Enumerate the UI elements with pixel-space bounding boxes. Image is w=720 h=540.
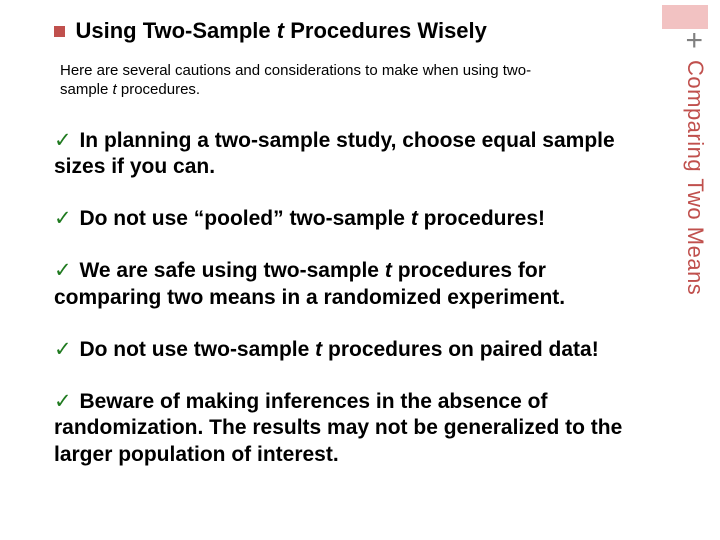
check-icon: ✓ [54,390,72,413]
title-bullet-icon [54,26,65,37]
point-4: ✓ Do not use two-sample t procedures on … [54,337,636,363]
title-row: Using Two-Sample t Procedures Wisely [54,18,636,44]
slide: + Comparing Two Means Using Two-Sample t… [0,0,720,540]
plus-icon: + [685,24,703,58]
point-5: ✓ Beware of making inferences in the abs… [54,389,636,468]
check-icon: ✓ [54,259,72,282]
title-text: Using Two-Sample t Procedures Wisely [75,18,486,43]
point-3: ✓ We are safe using two-sample t procedu… [54,258,636,311]
content-area: Using Two-Sample t Procedures Wisely Her… [54,18,636,494]
check-icon: ✓ [54,338,72,361]
point-2: ✓ Do not use “pooled” two-sample t proce… [54,206,636,232]
point-1: ✓ In planning a two-sample study, choose… [54,128,636,181]
side-label: Comparing Two Means [682,60,708,295]
check-icon: ✓ [54,129,72,152]
check-icon: ✓ [54,207,72,230]
intro-text: Here are several cautions and considerat… [60,62,636,100]
